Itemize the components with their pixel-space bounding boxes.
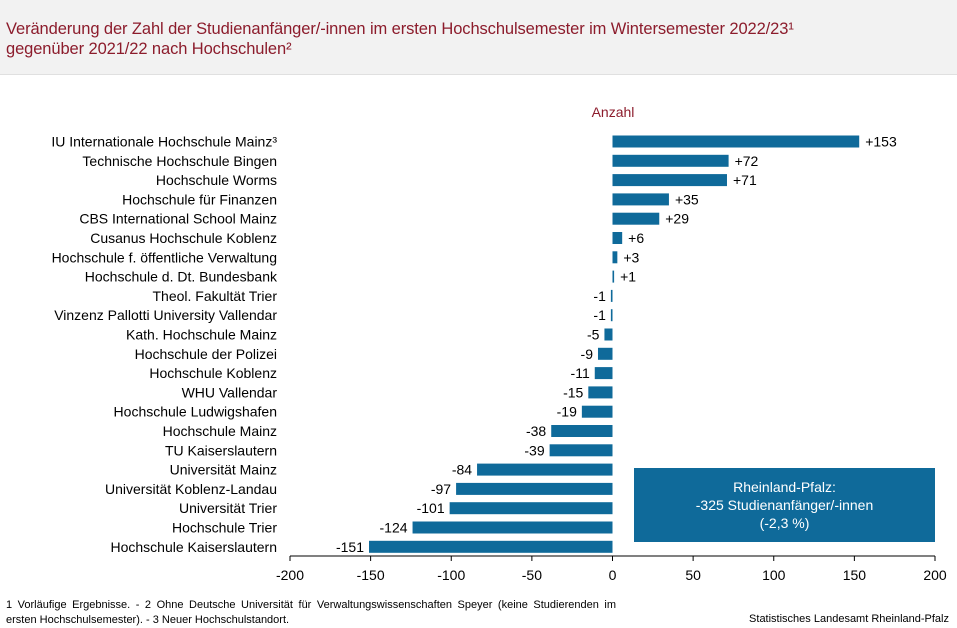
- value-label-2: +71: [733, 172, 757, 188]
- bar-14: [581, 405, 613, 418]
- x-axis: -200 -150 -100 -50 0 50 100 150 200: [276, 555, 947, 583]
- value-label-10: -5: [587, 327, 600, 343]
- title-band: [0, 0, 957, 75]
- bar-12: [594, 367, 613, 380]
- value-label-19: -101: [417, 500, 445, 516]
- callout-line-2: -325 Studienanfänger/-innen: [695, 497, 874, 513]
- bar-5: [612, 232, 623, 244]
- x-tick-label-6: 100: [762, 567, 786, 583]
- footnote: 1 Vorläufige Ergebnisse. - 2 Ohne Deutsc…: [6, 599, 616, 626]
- callout-line-3: (-2,3 %): [759, 515, 810, 531]
- callout-line-1: Rheinland-Pfalz:: [733, 479, 836, 495]
- bar-11: [597, 347, 613, 360]
- bar-15: [551, 425, 613, 437]
- value-label-7: +1: [620, 269, 636, 285]
- value-label-3: +35: [675, 191, 699, 207]
- value-label-12: -11: [571, 365, 590, 381]
- x-tick-label-2: -100: [437, 567, 465, 583]
- bar-13: [588, 386, 613, 399]
- summary-callout: Rheinland-Pfalz: -325 Studienanfänger/-i…: [634, 468, 935, 542]
- category-label-11: Hochschule der Polizei: [135, 346, 277, 362]
- category-label-2: Hochschule Worms: [156, 172, 277, 188]
- bar-17: [477, 463, 613, 476]
- value-label-14: -19: [557, 404, 577, 420]
- bar-18: [456, 482, 613, 495]
- value-label-13: -15: [563, 384, 583, 400]
- category-label-20: Hochschule Trier: [172, 520, 277, 536]
- category-label-10: Kath. Hochschule Mainz: [126, 327, 277, 343]
- bar-21: [369, 540, 613, 553]
- bars-group: [369, 135, 860, 553]
- category-label-3: Hochschule für Finanzen: [122, 191, 277, 207]
- value-label-8: -1: [593, 288, 606, 304]
- bar-8: [610, 289, 613, 302]
- category-label-15: Hochschule Mainz: [163, 423, 277, 439]
- value-label-5: +6: [628, 230, 644, 246]
- value-label-11: -9: [581, 346, 594, 362]
- category-label-1: Technische Hochschule Bingen: [82, 153, 277, 169]
- x-tick-label-8: 200: [923, 567, 947, 583]
- bar-9: [610, 309, 613, 322]
- category-label-8: Theol. Fakultät Trier: [153, 288, 278, 304]
- axis-label-anzahl: Anzahl: [592, 104, 635, 120]
- category-label-14: Hochschule Ludwigshafen: [114, 404, 277, 420]
- x-tick-label-0: -200: [276, 567, 304, 583]
- title-line-1: Veränderung der Zahl der Studienanfänger…: [6, 20, 794, 38]
- value-label-1: +72: [735, 153, 759, 169]
- bar-19: [449, 502, 613, 515]
- category-labels: IU Internationale Hochschule Mainz³ Techn…: [51, 134, 278, 555]
- bar-20: [412, 521, 613, 534]
- x-tick-label-5: 50: [685, 567, 701, 583]
- category-label-6: Hochschule f. öffentliche Verwaltung: [52, 249, 277, 265]
- category-label-4: CBS International School Mainz: [79, 211, 277, 227]
- x-tick-label-1: -150: [357, 567, 385, 583]
- category-label-16: TU Kaiserslautern: [165, 442, 277, 458]
- bar-3: [612, 193, 669, 206]
- bar-10: [604, 328, 613, 341]
- bar-2: [612, 174, 727, 187]
- bar-1: [612, 154, 729, 167]
- bar-6: [612, 251, 618, 264]
- value-label-15: -38: [526, 423, 546, 439]
- category-label-21: Hochschule Kaiserslautern: [110, 539, 277, 555]
- category-label-9: Vinzenz Pallotti University Vallendar: [54, 307, 277, 323]
- value-label-17: -84: [452, 462, 472, 478]
- category-label-18: Universität Koblenz-Landau: [105, 481, 277, 497]
- category-label-5: Cusanus Hochschule Koblenz: [90, 230, 277, 246]
- bar-0: [612, 135, 860, 148]
- category-label-12: Hochschule Koblenz: [149, 365, 277, 381]
- value-label-18: -97: [431, 481, 451, 497]
- bar-7: [612, 270, 615, 283]
- category-label-19: Universität Trier: [179, 500, 277, 516]
- value-labels: +153+72+71+35+29+6+3+1-1-1-5-9-11-15-19-…: [336, 134, 897, 555]
- bar-4: [612, 212, 660, 225]
- value-label-16: -39: [524, 442, 544, 458]
- chart-title: Veränderung der Zahl der Studienanfänger…: [6, 19, 951, 59]
- category-label-7: Hochschule d. Dt. Bundesbank: [85, 269, 278, 285]
- category-label-13: WHU Vallendar: [182, 384, 278, 400]
- value-label-4: +29: [665, 211, 689, 227]
- value-label-0: +153: [865, 134, 897, 150]
- category-label-17: Universität Mainz: [170, 462, 277, 478]
- x-tick-label-3: -50: [522, 567, 542, 583]
- category-label-0: IU Internationale Hochschule Mainz³: [51, 134, 277, 150]
- bar-16: [549, 444, 613, 457]
- source-label: Statistisches Landesamt Rheinland-Pfalz: [749, 613, 949, 625]
- value-label-20: -124: [380, 520, 408, 536]
- title-line-2: gegenüber 2021/22 nach Hochschulen²: [6, 40, 292, 58]
- value-label-21: -151: [336, 539, 364, 555]
- x-tick-label-7: 150: [843, 567, 867, 583]
- value-label-6: +3: [623, 249, 639, 265]
- value-label-9: -1: [593, 307, 606, 323]
- x-tick-label-4: 0: [609, 567, 617, 583]
